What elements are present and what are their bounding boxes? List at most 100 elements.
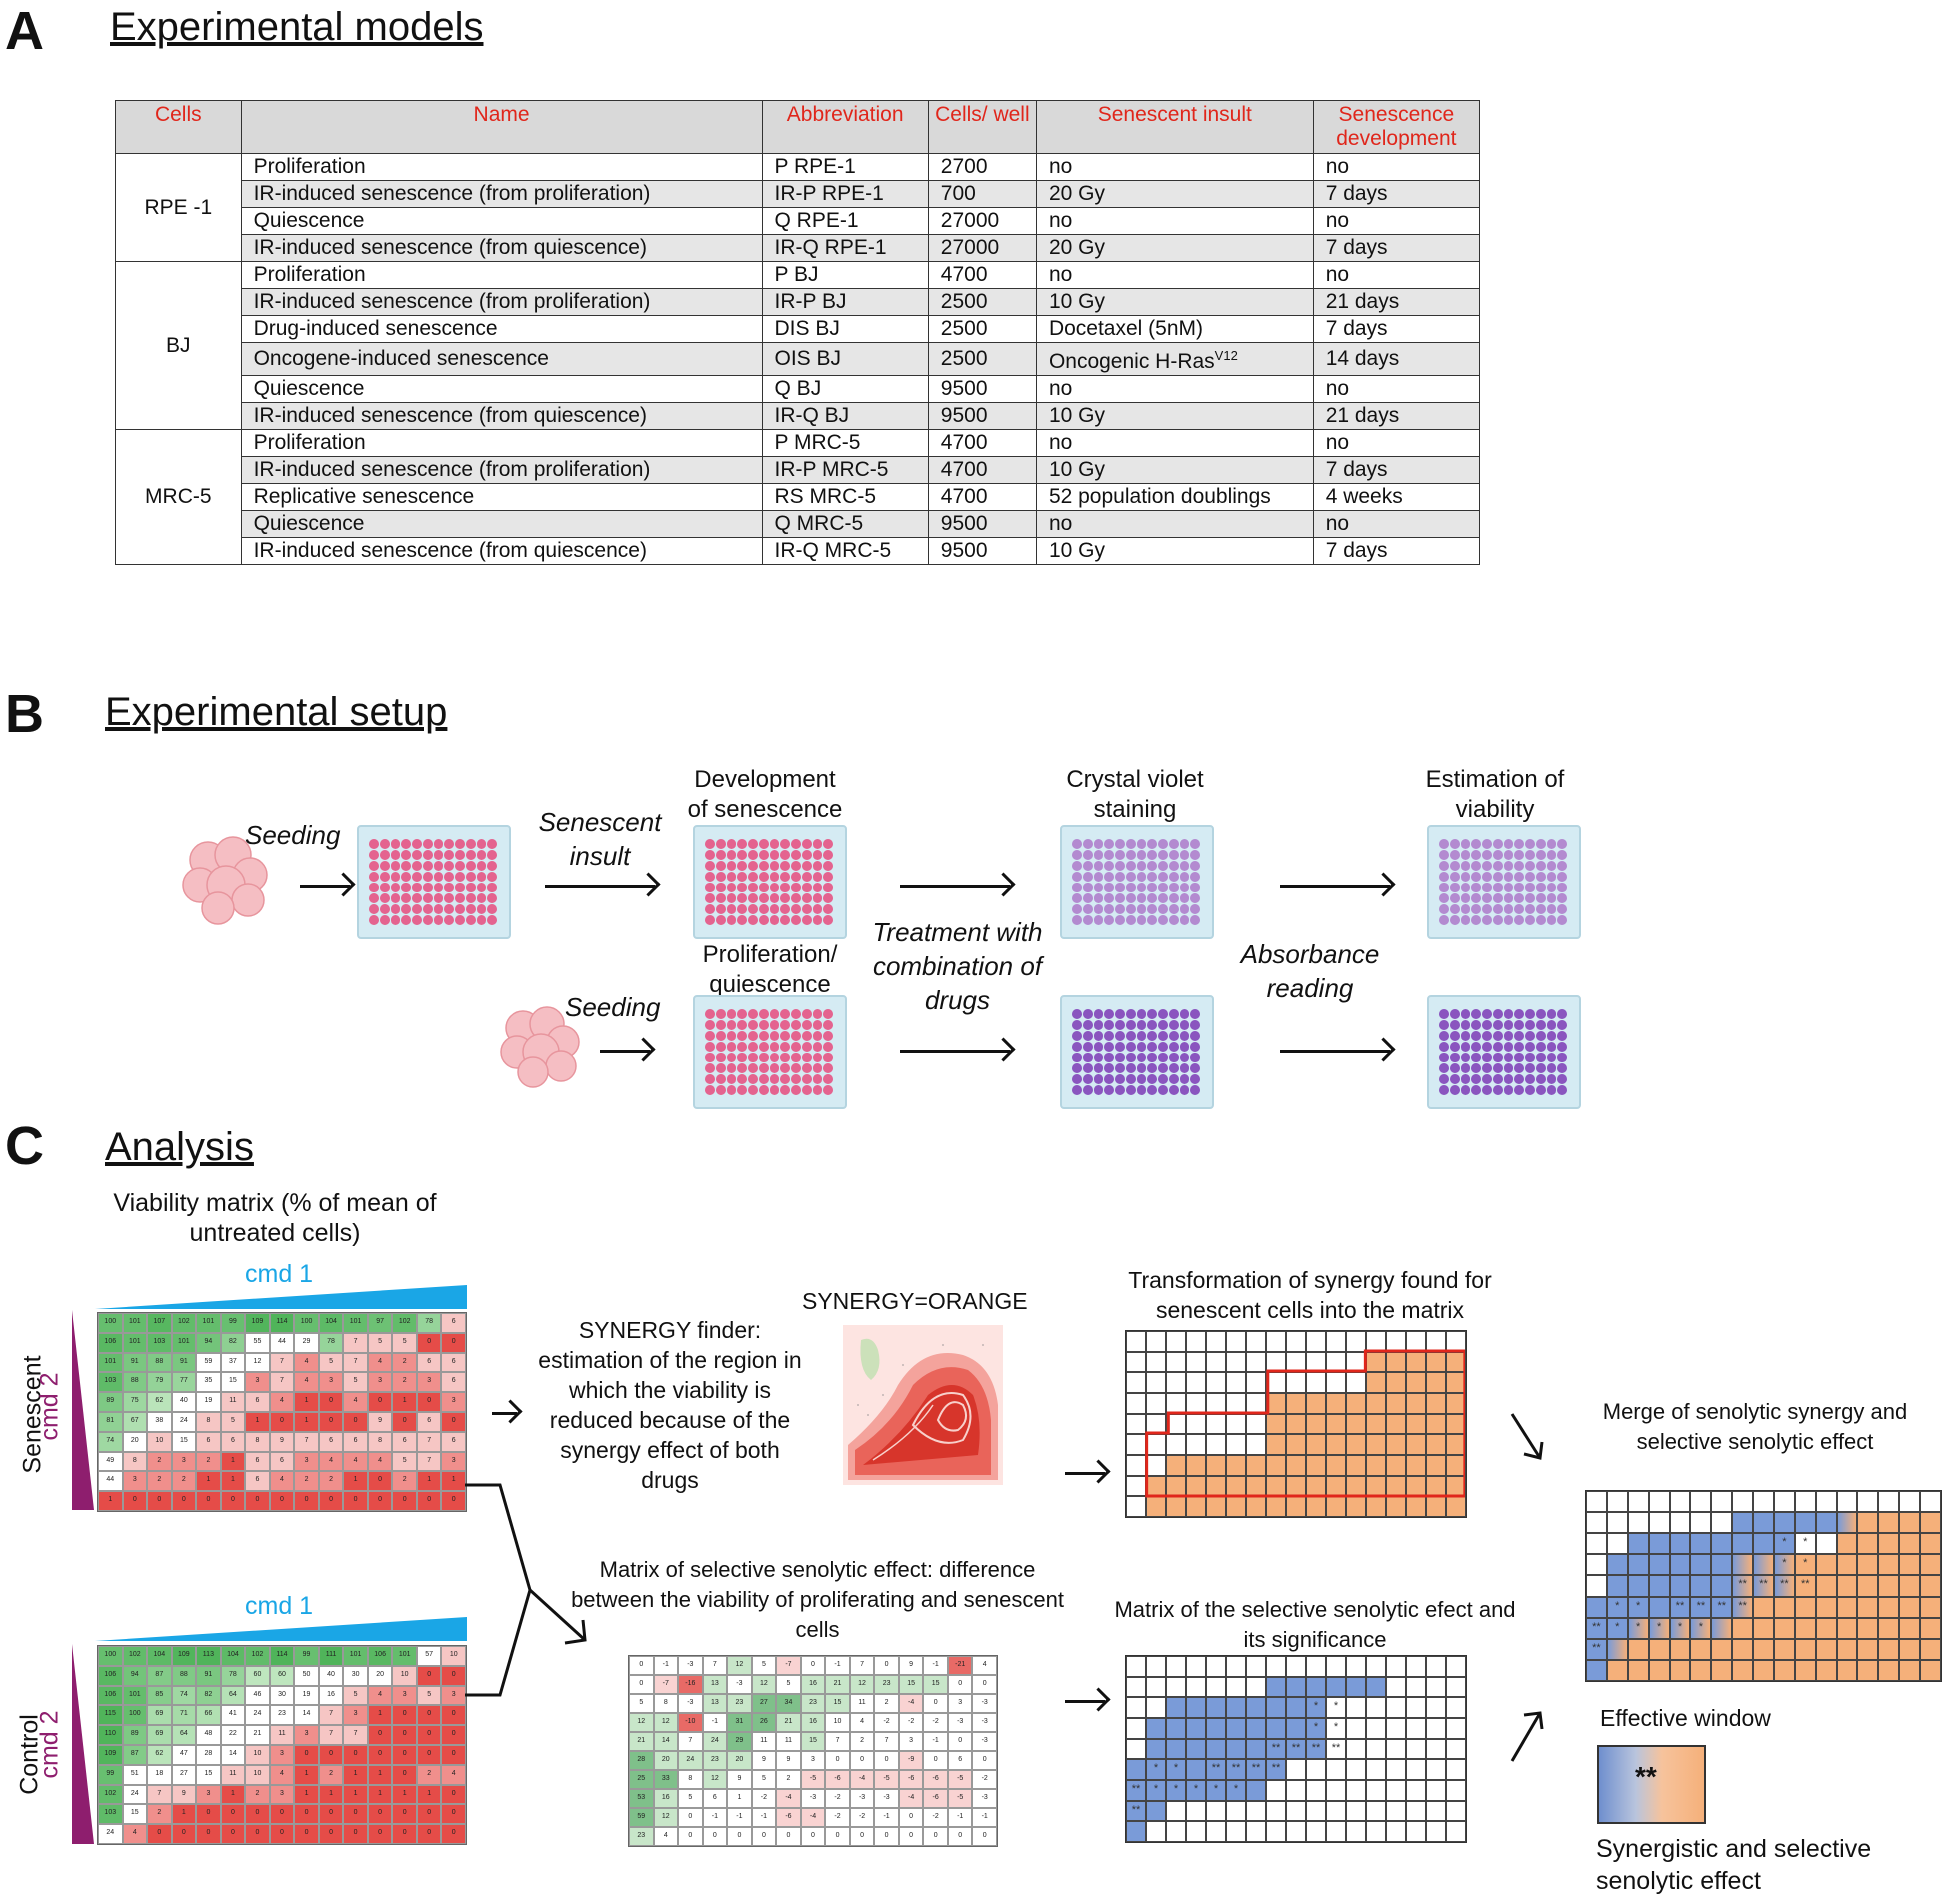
matrix-cell: 0 (392, 1491, 417, 1511)
matrix-cell: -2 (874, 1713, 899, 1732)
well (379, 882, 390, 893)
well (1179, 1074, 1190, 1085)
well (1460, 871, 1471, 882)
matrix-cell: 71 (171, 1705, 197, 1726)
well (1503, 1085, 1514, 1095)
matrix-cell: 24 (678, 1751, 703, 1770)
well (1492, 1063, 1503, 1074)
matrix-cell: 0 (947, 1675, 973, 1694)
grid-cell (1346, 1738, 1366, 1760)
matrix-cell: 23 (629, 1827, 654, 1846)
well (758, 882, 769, 893)
well (705, 1085, 715, 1095)
well (1557, 849, 1567, 860)
grid-cell (1711, 1554, 1733, 1576)
well (1158, 1019, 1168, 1030)
grid-cell (1773, 1659, 1795, 1681)
grid-cell (1206, 1738, 1226, 1760)
grid-cell: ** (1586, 1638, 1607, 1660)
well (705, 1063, 715, 1074)
grid-cell (1266, 1454, 1286, 1476)
well (823, 904, 833, 915)
grid-cell (1836, 1638, 1858, 1660)
grid-cell (1206, 1434, 1226, 1455)
superscript: V12 (1214, 348, 1238, 363)
well (455, 871, 465, 882)
well (1492, 1074, 1503, 1085)
well (1439, 1041, 1449, 1052)
well (422, 871, 433, 882)
well (791, 849, 801, 860)
well (823, 860, 833, 871)
grid-cell (1306, 1779, 1326, 1801)
matrix-cell: 0 (220, 1824, 246, 1844)
grid-cell (1648, 1659, 1670, 1681)
well (1179, 904, 1190, 915)
well (737, 882, 747, 893)
table-cell: no (1312, 429, 1481, 457)
table-cell: RS MRC-5 (761, 483, 929, 511)
table-cell: IR-P MRC-5 (761, 456, 929, 484)
matrix-cell: 101 (98, 1352, 123, 1373)
matrix-cell: 109 (98, 1744, 123, 1765)
well (390, 904, 401, 915)
matrix-cell: 3 (294, 1451, 319, 1472)
table-cell: 9500 (927, 402, 1037, 430)
matrix-cell: 23 (874, 1675, 899, 1694)
grid-cell (1346, 1676, 1366, 1698)
well (412, 915, 422, 925)
well (1072, 893, 1082, 904)
grid-cell: * (1186, 1779, 1206, 1801)
grid-cell (1753, 1512, 1774, 1534)
cell-line-label: MRC-5 (115, 429, 242, 565)
well (715, 1074, 726, 1085)
synergy-contour-plot (843, 1325, 1003, 1485)
well (1082, 1063, 1093, 1074)
well (726, 871, 737, 882)
grid-cell (1146, 1738, 1166, 1760)
matrix-cell: 101 (122, 1313, 148, 1333)
grid-cell (1146, 1656, 1166, 1677)
grid-cell: * (1306, 1697, 1326, 1718)
grid-cell (1426, 1372, 1446, 1393)
matrix-cell: 40 (171, 1392, 197, 1412)
table-cell: Replicative senescence (240, 483, 763, 511)
matrix-cell: 3 (343, 1705, 368, 1726)
well (1460, 904, 1471, 915)
grid-cell (1286, 1434, 1306, 1455)
matrix-cell: 25 (629, 1770, 654, 1789)
well (412, 839, 422, 849)
well-plate-purple-1 (1060, 995, 1214, 1109)
well (1514, 871, 1524, 882)
grid-cell: ** (1266, 1738, 1286, 1760)
well (487, 860, 497, 871)
well (1514, 1074, 1524, 1085)
well (1082, 1019, 1093, 1030)
well (801, 893, 812, 904)
well (455, 860, 465, 871)
well (737, 1052, 747, 1063)
well (1179, 893, 1190, 904)
well (1525, 915, 1535, 925)
grid-cell (1711, 1512, 1733, 1534)
well (1072, 839, 1082, 849)
well (1460, 915, 1471, 925)
well-grid (1072, 839, 1200, 925)
matrix-cell: 1 (343, 1471, 368, 1492)
matrix-cell: 8 (367, 1431, 393, 1452)
grid-cell (1446, 1372, 1466, 1393)
matrix-cell: 1 (294, 1764, 319, 1785)
well (1449, 904, 1460, 915)
well (444, 893, 454, 904)
well (1557, 871, 1567, 882)
well (1546, 1074, 1557, 1085)
cmd2-label-2: cmd 2 (35, 1710, 64, 1779)
well (1136, 1074, 1147, 1085)
grid-cell (1246, 1779, 1266, 1801)
matrix-cell: 2 (245, 1784, 270, 1805)
well (401, 839, 411, 849)
well (812, 839, 823, 849)
matrix-cell: 0 (269, 1804, 295, 1825)
well (433, 849, 444, 860)
grid-cell: ** (1206, 1759, 1226, 1780)
